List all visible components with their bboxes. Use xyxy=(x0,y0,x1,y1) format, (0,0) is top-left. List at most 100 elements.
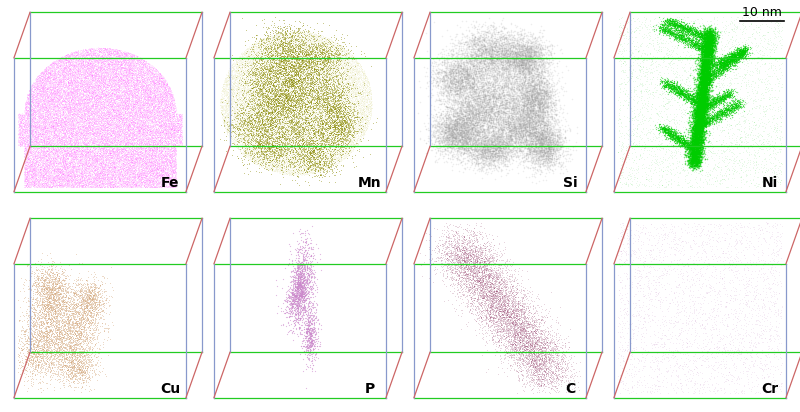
Point xyxy=(311,122,324,129)
Point xyxy=(300,91,313,97)
Point xyxy=(46,164,59,171)
Point xyxy=(318,164,331,170)
Point xyxy=(114,88,127,94)
Point xyxy=(524,70,537,77)
Point xyxy=(261,84,274,90)
Point xyxy=(81,85,94,92)
Point xyxy=(543,153,556,160)
Point xyxy=(466,49,479,56)
Point xyxy=(290,125,303,131)
Point xyxy=(477,149,490,156)
Point xyxy=(522,328,534,334)
Point xyxy=(64,166,77,173)
Point xyxy=(45,320,58,327)
Point xyxy=(104,155,117,162)
Point xyxy=(352,67,365,74)
Point xyxy=(162,145,175,152)
Point xyxy=(38,94,51,100)
Point xyxy=(466,141,478,148)
Point xyxy=(127,158,140,165)
Point xyxy=(285,43,298,49)
Point xyxy=(163,113,176,120)
Point xyxy=(93,136,106,143)
Point xyxy=(244,76,257,82)
Point xyxy=(272,84,285,91)
Point xyxy=(138,147,151,154)
Point xyxy=(34,90,46,96)
Point xyxy=(232,56,245,63)
Point xyxy=(266,162,278,168)
Point xyxy=(275,55,288,61)
Point xyxy=(160,147,173,153)
Point xyxy=(135,140,148,147)
Point xyxy=(294,34,306,40)
Point xyxy=(69,171,82,178)
Point xyxy=(56,175,69,182)
Point xyxy=(298,124,310,131)
Point xyxy=(44,62,57,69)
Point xyxy=(466,295,479,301)
Point xyxy=(552,379,565,386)
Point xyxy=(41,138,54,144)
Point xyxy=(350,87,363,93)
Point xyxy=(533,362,546,369)
Point xyxy=(158,102,171,108)
Point xyxy=(236,100,249,106)
Point xyxy=(278,110,291,116)
Point xyxy=(518,80,530,87)
Point xyxy=(613,260,626,267)
Point xyxy=(110,179,122,186)
Point xyxy=(266,165,278,172)
Point xyxy=(311,152,324,158)
Point xyxy=(458,138,470,144)
Point xyxy=(510,141,522,147)
Point xyxy=(361,105,374,111)
Point xyxy=(274,57,287,64)
Point xyxy=(86,171,98,177)
Point xyxy=(442,143,455,150)
Point xyxy=(35,138,48,145)
Point xyxy=(142,97,154,104)
Point xyxy=(654,21,666,27)
Point xyxy=(119,171,132,178)
Point xyxy=(50,159,62,165)
Point xyxy=(323,158,336,164)
Point xyxy=(52,152,65,159)
Point xyxy=(696,78,709,85)
Point xyxy=(696,119,709,126)
Point xyxy=(243,141,256,148)
Point xyxy=(214,92,227,98)
Point xyxy=(449,262,462,269)
Point xyxy=(44,113,57,120)
Point xyxy=(54,175,66,182)
Point xyxy=(86,164,99,171)
Point xyxy=(676,141,689,148)
Point xyxy=(55,158,68,165)
Point xyxy=(707,55,720,61)
Point xyxy=(502,357,514,363)
Point xyxy=(516,109,529,116)
Point xyxy=(283,80,296,87)
Point xyxy=(90,151,102,158)
Point xyxy=(35,108,48,114)
Point xyxy=(154,114,166,120)
Point xyxy=(295,291,308,298)
Point xyxy=(444,80,457,86)
Point xyxy=(38,148,50,155)
Point xyxy=(91,70,104,77)
Point xyxy=(222,112,234,119)
Point xyxy=(90,93,102,99)
Point xyxy=(460,81,473,88)
Point xyxy=(505,39,518,45)
Point xyxy=(306,84,319,90)
Point xyxy=(346,138,359,145)
Point xyxy=(501,309,514,315)
Point xyxy=(49,113,62,120)
Point xyxy=(468,88,481,95)
Point xyxy=(491,148,504,154)
Point xyxy=(118,73,130,79)
Point xyxy=(352,92,365,98)
Point xyxy=(134,106,147,113)
Point xyxy=(46,162,58,169)
Point xyxy=(44,174,57,180)
